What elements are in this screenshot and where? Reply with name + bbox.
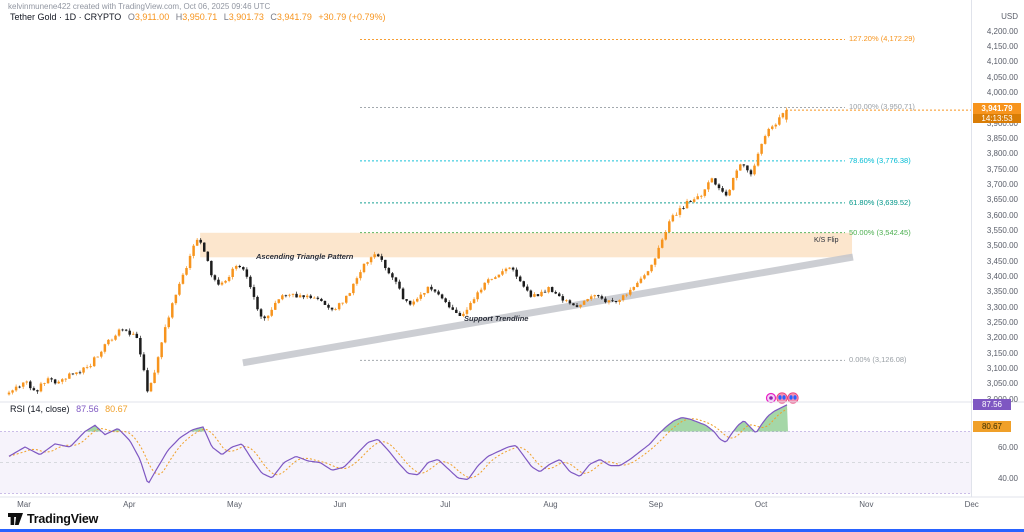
time-axis-label: Dec (964, 500, 979, 509)
time-axis-label: Oct (754, 500, 768, 509)
rsi-ma-value-badge: 80.67 (973, 420, 1011, 432)
time-axis-label: Jul (440, 500, 451, 509)
high-label: H (175, 12, 183, 22)
price-axis-label: 4,200.00 (986, 26, 1018, 36)
bottom-accent-bar (0, 529, 1024, 532)
close-value: 3,941.79 (276, 12, 312, 22)
support-trendline-annotation[interactable]: Support Trendline (464, 314, 529, 323)
price-axis-label: 4,000.00 (986, 87, 1018, 97)
price-axis-label: 3,400.00 (986, 271, 1018, 281)
last-price-badge: 3,941.79 14:13:53 (973, 103, 1021, 124)
fib-label: 127.20% (4,172.29) (849, 34, 915, 44)
currency-unit-label: USD (1001, 12, 1018, 21)
rsi-axis-label: 60.00 (997, 442, 1018, 452)
tradingview-logo-text: TradingView (27, 512, 99, 526)
price-axis-label: 3,200.00 (986, 333, 1018, 343)
price-axis-label: 3,250.00 (986, 317, 1018, 327)
bar-countdown: 14:13:53 (973, 114, 1021, 124)
price-axis-label: 3,350.00 (986, 287, 1018, 297)
price-axis-label: 4,150.00 (986, 41, 1018, 51)
time-axis-label: May (227, 500, 243, 509)
fib-retracement-lines[interactable] (360, 38, 845, 361)
symbol-legend[interactable]: Tether Gold · 1D · CRYPTO O3,911.00 H3,9… (10, 12, 385, 22)
rsi-value: 87.56 (76, 404, 99, 414)
price-axis-label: 3,000.00 (974, 395, 1018, 404)
price-axis-label: 3,850.00 (986, 133, 1018, 143)
watermark-text: kelvinmunene422 created with TradingView… (8, 2, 271, 11)
support-trendline[interactable] (242, 253, 854, 367)
candles[interactable] (7, 107, 788, 396)
price-axis-label: 3,700.00 (986, 179, 1018, 189)
price-axis-label: 3,750.00 (986, 164, 1018, 174)
ks-flip-zone[interactable] (200, 232, 853, 258)
ascending-triangle-annotation[interactable]: Ascending Triangle Pattern (256, 252, 354, 261)
open-label: O (127, 12, 135, 22)
change-value: +30.79 (+0.79%) (318, 12, 386, 22)
price-axis-label: 3,300.00 (986, 302, 1018, 312)
price-axis-label: 3,550.00 (986, 225, 1018, 235)
fib-label: 78.60% (3,776.38) (849, 155, 911, 165)
time-axis-label: Mar (17, 500, 31, 509)
fib-label: 50.00% (3,542.45) (849, 227, 911, 237)
pane-separators (0, 0, 1024, 498)
tradingview-logo[interactable]: TradingView (8, 512, 98, 526)
price-axis-label: 3,650.00 (986, 195, 1018, 205)
price-axis-label: 3,450.00 (986, 256, 1018, 266)
rsi-value-badge: 87.56 (973, 399, 1011, 411)
low-label: L (223, 12, 229, 22)
fib-label: 100.00% (3,950.71) (849, 102, 915, 112)
rsi-title: RSI (14, close) (10, 404, 70, 414)
price-axis-label: 3,150.00 (986, 348, 1018, 358)
last-price-value: 3,941.79 (973, 103, 1021, 115)
price-axis-label: 3,100.00 (986, 363, 1018, 373)
fib-label: 0.00% (3,126.08) (849, 355, 907, 365)
rsi-panel[interactable] (0, 404, 972, 494)
rsi-ma-value: 80.67 (105, 404, 128, 414)
time-axis-label: Jun (333, 500, 347, 509)
symbol-title[interactable]: Tether Gold · 1D · CRYPTO (10, 12, 122, 22)
time-axis-label: Aug (543, 500, 558, 509)
time-axis-label: Apr (123, 500, 136, 509)
open-value: 3,911.00 (134, 12, 170, 22)
low-value: 3,901.73 (228, 12, 264, 22)
rsi-axis-label: 40.00 (997, 473, 1018, 483)
time-axis-label: Sep (648, 500, 663, 509)
price-axis-label: 3,600.00 (986, 210, 1018, 220)
price-axis-label: 4,050.00 (986, 72, 1018, 82)
close-label: C (270, 12, 277, 22)
ks-flip-annotation[interactable]: K/S Flip (814, 237, 839, 244)
price-axis-label: 3,500.00 (986, 241, 1018, 251)
price-axis-label: 3,800.00 (986, 149, 1018, 159)
tradingview-logo-icon (8, 513, 23, 525)
price-axis-label: 3,050.00 (986, 379, 1018, 389)
time-axis-label: Nov (859, 500, 874, 509)
rsi-indicator-legend[interactable]: RSI (14, close) 87.56 80.67 (10, 404, 128, 414)
fib-label: 61.80% (3,639.52) (849, 197, 911, 207)
price-axis-label: 4,100.00 (986, 57, 1018, 67)
high-value: 3,950.71 (182, 12, 218, 22)
